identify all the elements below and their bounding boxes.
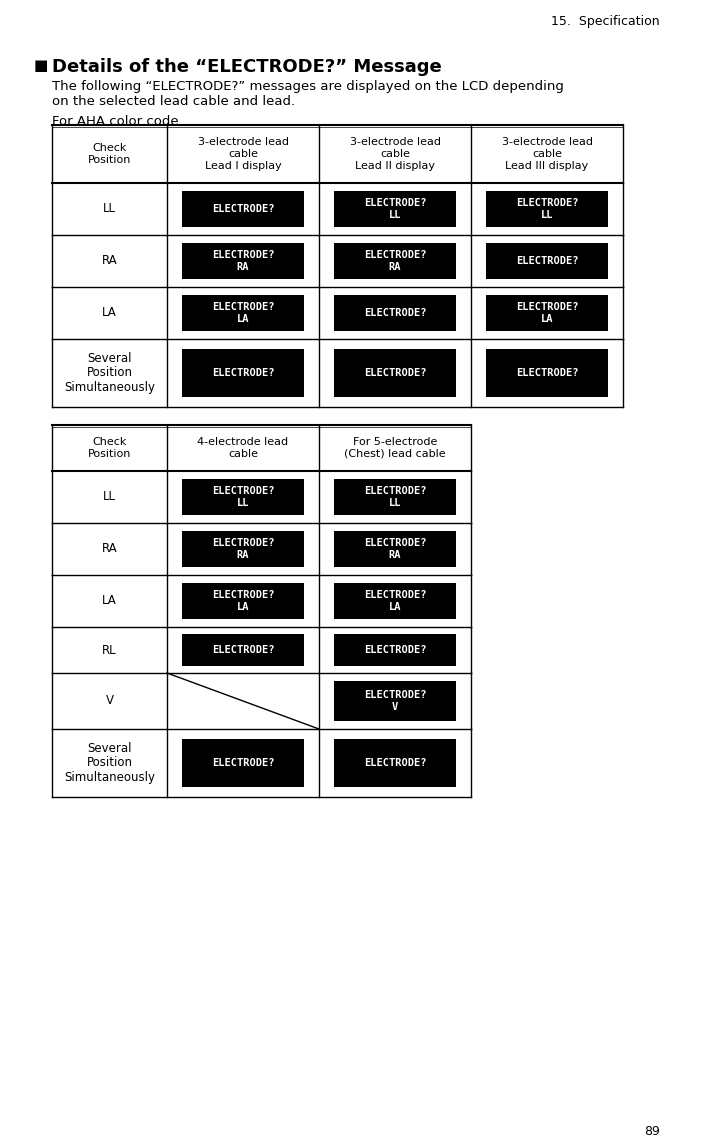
Bar xyxy=(486,350,608,396)
Bar xyxy=(182,634,304,666)
Text: ■: ■ xyxy=(34,58,48,73)
Bar xyxy=(334,583,456,620)
Bar xyxy=(334,681,456,721)
Bar xyxy=(182,583,304,620)
Bar xyxy=(486,295,608,331)
Text: For AHA color code: For AHA color code xyxy=(52,115,179,128)
Bar xyxy=(182,531,304,567)
Bar xyxy=(334,243,456,279)
Text: RL: RL xyxy=(102,644,117,656)
Text: ELECTRODE?: ELECTRODE? xyxy=(212,757,274,768)
Text: ELECTRODE?: ELECTRODE? xyxy=(212,368,274,378)
Text: Several
Position
Simultaneously: Several Position Simultaneously xyxy=(64,741,155,785)
Text: ELECTRODE?
RA: ELECTRODE? RA xyxy=(364,539,426,559)
Text: 3-electrode lead
cable
Lead I display: 3-electrode lead cable Lead I display xyxy=(197,138,288,171)
Text: Several
Position
Simultaneously: Several Position Simultaneously xyxy=(64,352,155,394)
Text: V: V xyxy=(106,695,114,707)
Text: ELECTRODE?
LL: ELECTRODE? LL xyxy=(515,198,578,220)
Text: ELECTRODE?: ELECTRODE? xyxy=(364,308,426,318)
Text: ELECTRODE?
LA: ELECTRODE? LA xyxy=(515,302,578,323)
Text: ELECTRODE?: ELECTRODE? xyxy=(364,757,426,768)
Text: LA: LA xyxy=(102,306,117,320)
Text: ELECTRODE?
LA: ELECTRODE? LA xyxy=(364,590,426,612)
Bar xyxy=(182,739,304,787)
Bar xyxy=(182,191,304,227)
Text: ELECTRODE?: ELECTRODE? xyxy=(364,368,426,378)
Text: RA: RA xyxy=(102,542,117,556)
Bar xyxy=(334,191,456,227)
Bar xyxy=(182,243,304,279)
Text: 3-electrode lead
cable
Lead III display: 3-electrode lead cable Lead III display xyxy=(501,138,593,171)
Text: ELECTRODE?: ELECTRODE? xyxy=(212,204,274,214)
Text: ELECTRODE?
V: ELECTRODE? V xyxy=(364,690,426,712)
Text: The following “ELECTRODE?” messages are displayed on the LCD depending: The following “ELECTRODE?” messages are … xyxy=(52,80,564,93)
Text: RA: RA xyxy=(102,254,117,268)
Bar xyxy=(334,295,456,331)
Text: on the selected lead cable and lead.: on the selected lead cable and lead. xyxy=(52,95,295,108)
Text: ELECTRODE?
LA: ELECTRODE? LA xyxy=(212,590,274,612)
Text: 89: 89 xyxy=(644,1125,660,1138)
Text: 3-electrode lead
cable
Lead II display: 3-electrode lead cable Lead II display xyxy=(349,138,440,171)
Text: For 5-electrode
(Chest) lead cable: For 5-electrode (Chest) lead cable xyxy=(344,437,446,459)
Bar xyxy=(334,531,456,567)
Text: LA: LA xyxy=(102,595,117,607)
Text: 15.  Specification: 15. Specification xyxy=(552,15,660,28)
Text: ELECTRODE?
RA: ELECTRODE? RA xyxy=(212,539,274,559)
Text: Check
Position: Check Position xyxy=(88,437,131,459)
Text: ELECTRODE?
LL: ELECTRODE? LL xyxy=(364,486,426,508)
Text: ELECTRODE?
LL: ELECTRODE? LL xyxy=(212,486,274,508)
Text: ELECTRODE?
LA: ELECTRODE? LA xyxy=(212,302,274,323)
Bar xyxy=(334,634,456,666)
Text: ELECTRODE?
LL: ELECTRODE? LL xyxy=(364,198,426,220)
Text: LL: LL xyxy=(103,491,116,503)
Bar xyxy=(334,478,456,515)
Bar xyxy=(182,350,304,396)
Bar xyxy=(182,295,304,331)
Text: LL: LL xyxy=(103,203,116,215)
Text: ELECTRODE?: ELECTRODE? xyxy=(515,256,578,267)
Bar xyxy=(182,478,304,515)
Text: ELECTRODE?
RA: ELECTRODE? RA xyxy=(212,251,274,272)
Text: 4-electrode lead
cable: 4-electrode lead cable xyxy=(197,437,288,459)
Bar xyxy=(486,243,608,279)
Text: ELECTRODE?: ELECTRODE? xyxy=(515,368,578,378)
Text: ELECTRODE?
RA: ELECTRODE? RA xyxy=(364,251,426,272)
Bar xyxy=(334,739,456,787)
Text: Check
Position: Check Position xyxy=(88,144,131,165)
Bar xyxy=(334,350,456,396)
Bar xyxy=(486,191,608,227)
Text: ELECTRODE?: ELECTRODE? xyxy=(212,645,274,655)
Text: Details of the “ELECTRODE?” Message: Details of the “ELECTRODE?” Message xyxy=(52,58,442,76)
Text: ELECTRODE?: ELECTRODE? xyxy=(364,645,426,655)
